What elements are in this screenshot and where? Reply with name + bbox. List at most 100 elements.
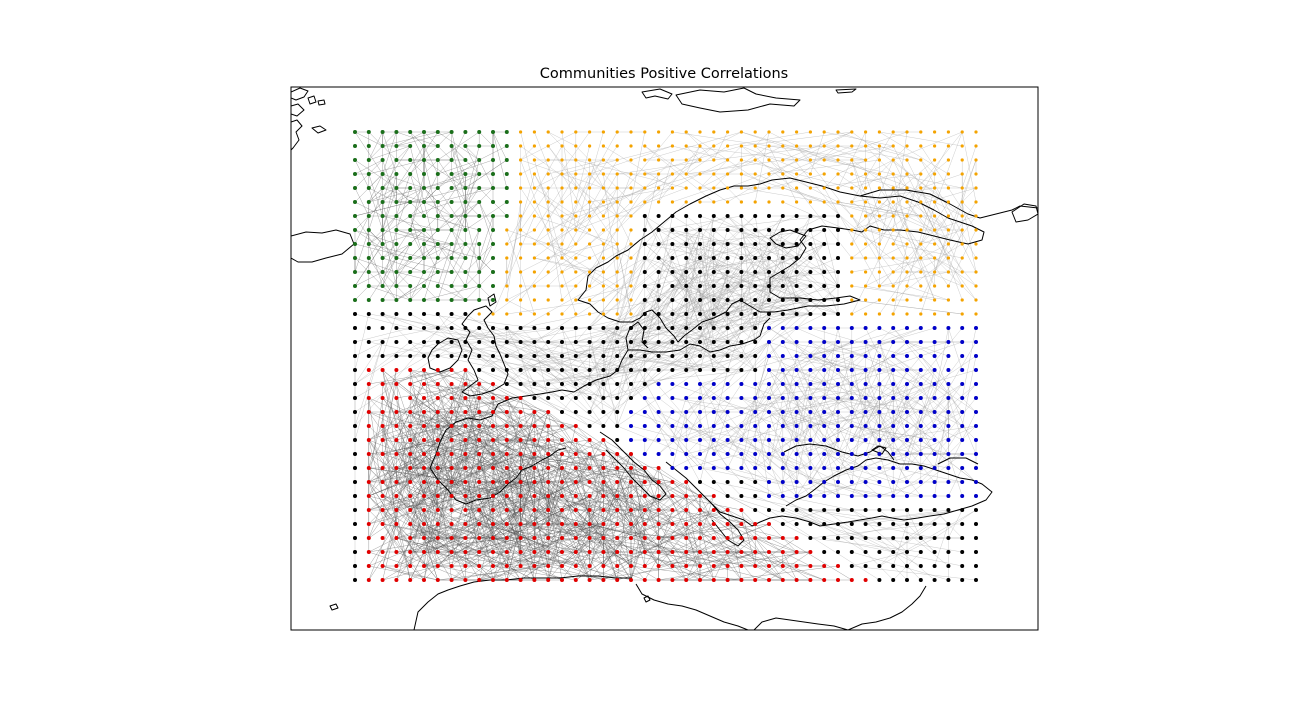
node-blue	[836, 340, 840, 344]
node-orange	[877, 298, 882, 302]
node-red	[836, 578, 840, 582]
node-orange	[726, 172, 730, 176]
node-orange	[546, 130, 550, 134]
node-blue	[780, 382, 785, 386]
correlation-edge	[465, 481, 535, 511]
correlation-edge	[534, 173, 563, 189]
node-red	[366, 438, 371, 442]
node-red	[394, 536, 399, 540]
correlation-edge	[796, 411, 880, 483]
node-orange	[532, 144, 537, 148]
node-red	[560, 522, 564, 526]
node-orange	[601, 186, 606, 190]
correlation-edge	[837, 159, 949, 203]
correlation-edge	[382, 467, 411, 567]
node-red	[449, 494, 454, 498]
node-blue	[863, 368, 868, 372]
correlation-edge	[920, 355, 963, 413]
node-black	[974, 536, 978, 540]
node-blue	[767, 340, 771, 344]
node-red	[477, 536, 482, 540]
correlation-edge	[768, 537, 797, 553]
node-orange	[574, 298, 578, 302]
node-black	[836, 284, 840, 288]
node-blue	[767, 354, 771, 358]
node-orange	[657, 144, 661, 148]
correlation-edge	[865, 523, 935, 539]
correlation-edge	[713, 383, 783, 455]
node-black	[739, 480, 744, 484]
node-red	[366, 564, 371, 568]
node-black	[836, 228, 840, 232]
correlation-edge	[823, 187, 880, 287]
node-red	[366, 368, 371, 372]
node-black	[753, 256, 758, 260]
correlation-edge	[741, 145, 811, 203]
correlation-edge	[382, 257, 425, 273]
node-red	[684, 480, 689, 484]
node-red	[849, 578, 854, 582]
node-green	[353, 256, 357, 260]
correlation-edge	[382, 187, 397, 231]
correlation-edge	[382, 453, 397, 511]
node-blue	[656, 410, 661, 414]
node-green	[408, 228, 413, 232]
node-orange	[519, 312, 523, 316]
correlation-edge	[478, 201, 494, 231]
node-red	[491, 410, 495, 414]
node-red	[711, 578, 716, 582]
node-orange	[974, 270, 978, 274]
correlation-edge	[892, 383, 908, 427]
correlation-edge	[465, 173, 480, 203]
node-black	[974, 550, 978, 554]
correlation-edge	[782, 145, 880, 175]
node-black	[711, 298, 716, 302]
correlation-edge	[478, 215, 494, 259]
node-black	[739, 228, 744, 232]
node-red	[366, 536, 371, 540]
correlation-edge	[920, 397, 935, 427]
node-blue	[767, 424, 771, 428]
correlation-edge	[451, 327, 521, 385]
node-orange	[532, 228, 537, 232]
node-black	[642, 270, 647, 274]
node-black	[753, 494, 758, 498]
node-black	[725, 312, 730, 316]
correlation-edge	[644, 467, 659, 497]
node-blue	[960, 396, 965, 400]
correlation-edge	[589, 285, 714, 371]
correlation-edge	[741, 131, 783, 147]
node-orange	[670, 200, 675, 204]
correlation-edge	[934, 327, 949, 399]
correlation-edge	[617, 495, 687, 581]
node-green	[394, 256, 399, 260]
correlation-edge	[492, 453, 535, 567]
node-black	[877, 564, 882, 568]
correlation-edge	[382, 131, 438, 147]
node-red	[532, 564, 537, 568]
node-red	[380, 536, 385, 540]
node-green	[380, 284, 385, 288]
correlation-edge	[437, 229, 452, 259]
correlation-edge	[630, 425, 687, 441]
node-red	[808, 578, 813, 582]
node-green	[380, 186, 385, 190]
node-black	[380, 340, 385, 344]
node-red	[615, 536, 620, 540]
correlation-edge	[741, 313, 811, 329]
node-green	[504, 200, 509, 204]
node-black	[684, 256, 689, 260]
correlation-edge	[368, 257, 397, 301]
correlation-edge	[451, 145, 466, 203]
node-green	[394, 298, 399, 302]
correlation-edge	[672, 509, 756, 525]
node-orange	[960, 172, 964, 176]
node-black	[739, 340, 744, 344]
node-black	[353, 396, 357, 400]
node-black	[560, 368, 564, 372]
node-black	[808, 522, 813, 526]
node-red	[532, 410, 537, 414]
node-green	[435, 214, 440, 218]
node-green	[449, 298, 454, 302]
node-black	[877, 578, 882, 582]
